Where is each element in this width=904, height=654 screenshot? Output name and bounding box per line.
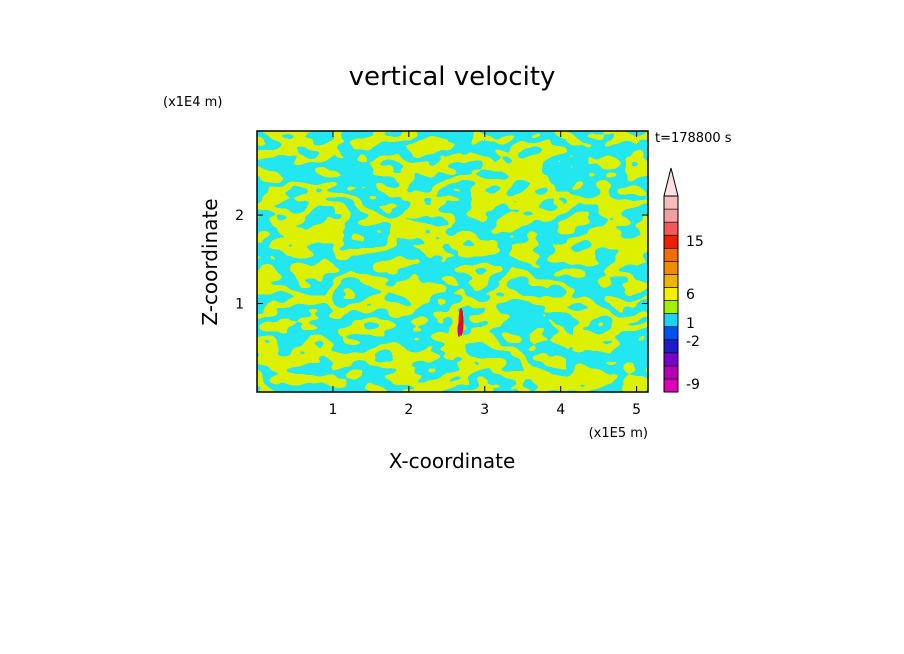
x-axis-title: X-coordinate [389, 449, 516, 473]
colorbar-band [663, 378, 679, 393]
y-axis-title: Z-coordinate [198, 198, 222, 325]
x-tick-label: 1 [328, 402, 337, 418]
y-tick-label: 1 [235, 297, 244, 313]
y-axis: 12 [235, 208, 648, 313]
colorbar-band [663, 287, 679, 301]
colorbar-band [663, 313, 679, 327]
colorbar-band [663, 221, 679, 236]
colorbar-label: -9 [686, 377, 700, 393]
x-tick-label: 3 [480, 402, 489, 418]
x-unit-label: (x1E5 m) [589, 426, 648, 441]
y-tick-label: 2 [235, 208, 244, 224]
colorbar-band [663, 326, 679, 341]
y-unit-label: (x1E4 m) [163, 95, 222, 110]
colorbar-band [663, 365, 679, 380]
field-contours [257, 131, 648, 392]
colorbar: 15 6 1 -2 -9 [663, 167, 704, 393]
colorbar-band [663, 247, 679, 262]
chart-title: vertical velocity [349, 62, 556, 92]
colorbar-band [663, 339, 679, 354]
colorbar-band [663, 300, 679, 314]
colorbar-frame [663, 195, 679, 393]
time-label: t=178800 s [655, 131, 732, 146]
colorbar-label: -2 [686, 334, 700, 350]
x-tick-label: 2 [404, 402, 413, 418]
x-tick-label: 5 [632, 402, 641, 418]
x-axis: 1 2 3 4 5 [328, 131, 641, 418]
colorbar-band [663, 208, 679, 223]
x-tick-label: 4 [556, 402, 565, 418]
colorbar-band [663, 195, 679, 210]
colorbar-band [663, 261, 679, 275]
colorbar-band [663, 274, 679, 288]
colorbar-band [663, 234, 679, 249]
colorbar-overflow-arrow [663, 167, 679, 197]
colorbar-label: 15 [686, 234, 704, 250]
velocity-field [257, 131, 648, 392]
colorbar-label: 6 [686, 287, 695, 303]
strong-downdraft-core [457, 323, 461, 337]
colorbar-band [663, 352, 679, 367]
colorbar-label: 1 [686, 316, 695, 332]
plot-frame [256, 130, 649, 393]
